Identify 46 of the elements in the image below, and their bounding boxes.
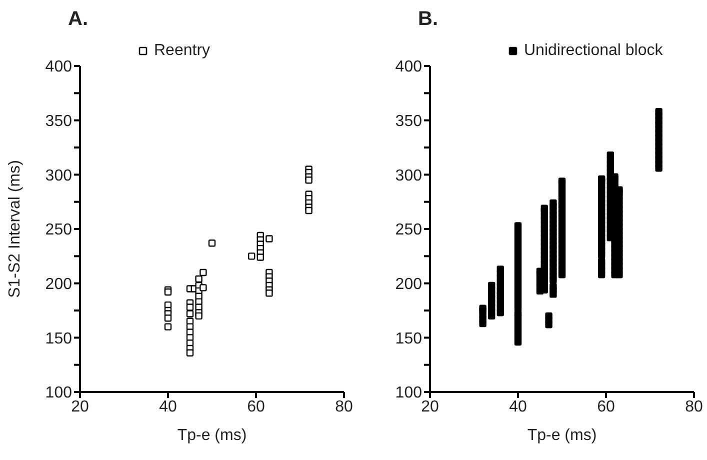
point xyxy=(305,176,312,184)
point xyxy=(256,254,264,261)
y-tick-label: 250 xyxy=(45,222,72,239)
point xyxy=(186,310,194,318)
y-tick-label: 200 xyxy=(45,276,72,294)
y-tick-label: 150 xyxy=(395,330,422,348)
legend-label: Unidirectional block xyxy=(523,42,663,60)
y-tick-label: 100 xyxy=(45,384,72,402)
point xyxy=(164,314,172,322)
point xyxy=(195,275,202,283)
y-tick-label: 350 xyxy=(45,113,72,130)
y-tick-label: 250 xyxy=(395,222,422,239)
x-tick-label: 40 xyxy=(509,398,527,416)
x-tick-label: 80 xyxy=(685,398,703,416)
point xyxy=(164,323,172,330)
point xyxy=(186,349,194,356)
x-axis-title: Tp-e (ms) xyxy=(527,427,597,444)
y-tick-label: 400 xyxy=(395,58,422,76)
legend-label: Reentry xyxy=(153,42,210,60)
x-tick-label: 20 xyxy=(71,398,89,416)
y-tick-label: 200 xyxy=(395,276,422,294)
point xyxy=(248,252,256,260)
chart-title: B. xyxy=(418,8,438,31)
y-tick-label: 300 xyxy=(45,167,72,184)
y-tick-label: 150 xyxy=(45,330,72,348)
point xyxy=(164,288,172,296)
y-tick-label: 300 xyxy=(395,167,422,184)
point xyxy=(200,268,207,276)
point xyxy=(208,240,216,247)
x-tick-label: 80 xyxy=(335,398,353,416)
y-tick-label: 100 xyxy=(395,384,422,402)
chart-title: A. xyxy=(68,8,88,31)
x-axis-title: Tp-e (ms) xyxy=(177,427,247,444)
x-tick-label: 60 xyxy=(597,398,615,416)
y-axis-title: S1-S2 Interval (ms) xyxy=(6,160,24,298)
y-tick-label: 400 xyxy=(45,58,72,76)
x-tick-label: 60 xyxy=(247,398,265,416)
point xyxy=(186,304,194,311)
x-tick-label: 40 xyxy=(159,398,177,416)
point xyxy=(200,284,207,292)
point xyxy=(305,206,312,214)
point xyxy=(266,290,273,297)
x-tick-label: 20 xyxy=(421,398,439,416)
point xyxy=(195,312,202,320)
point xyxy=(266,235,273,242)
y-tick-label: 350 xyxy=(395,113,422,130)
